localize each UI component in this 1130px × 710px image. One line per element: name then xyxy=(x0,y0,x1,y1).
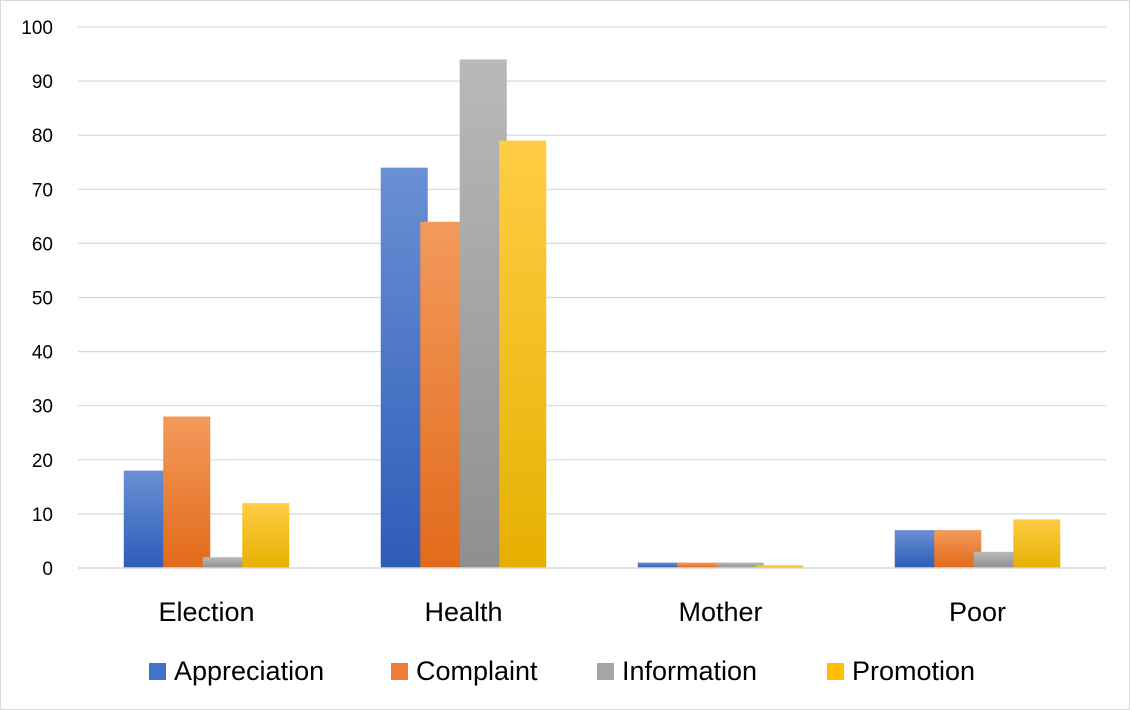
y-tick-label: 0 xyxy=(42,559,53,580)
bar-poor-information xyxy=(973,551,1021,568)
bar-mother-complaint xyxy=(677,562,725,568)
x-category-label: Poor xyxy=(949,597,1006,627)
legend-swatch xyxy=(827,663,844,680)
legend-label: Appreciation xyxy=(174,656,324,686)
y-tick-label: 60 xyxy=(32,234,53,255)
bar-health-complaint xyxy=(420,221,468,568)
legend-label: Promotion xyxy=(852,656,975,686)
legend-swatch xyxy=(597,663,614,680)
legend-swatch xyxy=(149,663,166,680)
bars xyxy=(123,59,1061,569)
legend-item-complaint: Complaint xyxy=(391,656,538,686)
legend-item-appreciation: Appreciation xyxy=(149,656,324,686)
bar-health-promotion xyxy=(499,140,547,569)
bar-mother-information xyxy=(716,562,764,568)
y-tick-label: 90 xyxy=(32,72,53,93)
y-tick-label: 10 xyxy=(32,505,53,526)
legend: Appreciation Complaint Information Promotio… xyxy=(149,656,975,686)
y-tick-label: 20 xyxy=(32,451,53,472)
bar-election-information xyxy=(202,557,250,568)
bar-poor-complaint xyxy=(934,530,982,568)
y-tick-label: 40 xyxy=(32,343,53,364)
y-tick-label: 70 xyxy=(32,180,53,201)
y-axis-ticks: 0 10 20 30 40 50 60 70 80 90 100 xyxy=(21,18,53,580)
y-tick-label: 80 xyxy=(32,126,53,147)
bar-mother-appreciation xyxy=(637,562,685,568)
legend-item-promotion: Promotion xyxy=(827,656,975,686)
bar-poor-promotion xyxy=(1013,519,1061,568)
y-tick-label: 50 xyxy=(32,289,53,310)
legend-swatch xyxy=(391,663,408,680)
bar-mother-promotion xyxy=(756,565,804,568)
legend-label: Complaint xyxy=(416,656,538,686)
y-tick-label: 30 xyxy=(32,397,53,418)
bar-health-information xyxy=(459,59,507,569)
x-category-label: Mother xyxy=(678,597,762,627)
bar-poor-appreciation xyxy=(894,530,942,568)
y-tick-label: 100 xyxy=(21,18,53,39)
x-category-label: Health xyxy=(424,597,502,627)
gridlines xyxy=(78,26,1106,515)
x-category-label: Election xyxy=(158,597,254,627)
bar-health-appreciation xyxy=(380,167,428,568)
x-axis-categories: Election Health Mother Poor xyxy=(158,597,1006,627)
bar-election-appreciation xyxy=(123,470,171,568)
legend-label: Information xyxy=(622,656,757,686)
bar-election-promotion xyxy=(242,503,290,568)
legend-item-information: Information xyxy=(597,656,757,686)
bar-election-complaint xyxy=(163,416,211,568)
